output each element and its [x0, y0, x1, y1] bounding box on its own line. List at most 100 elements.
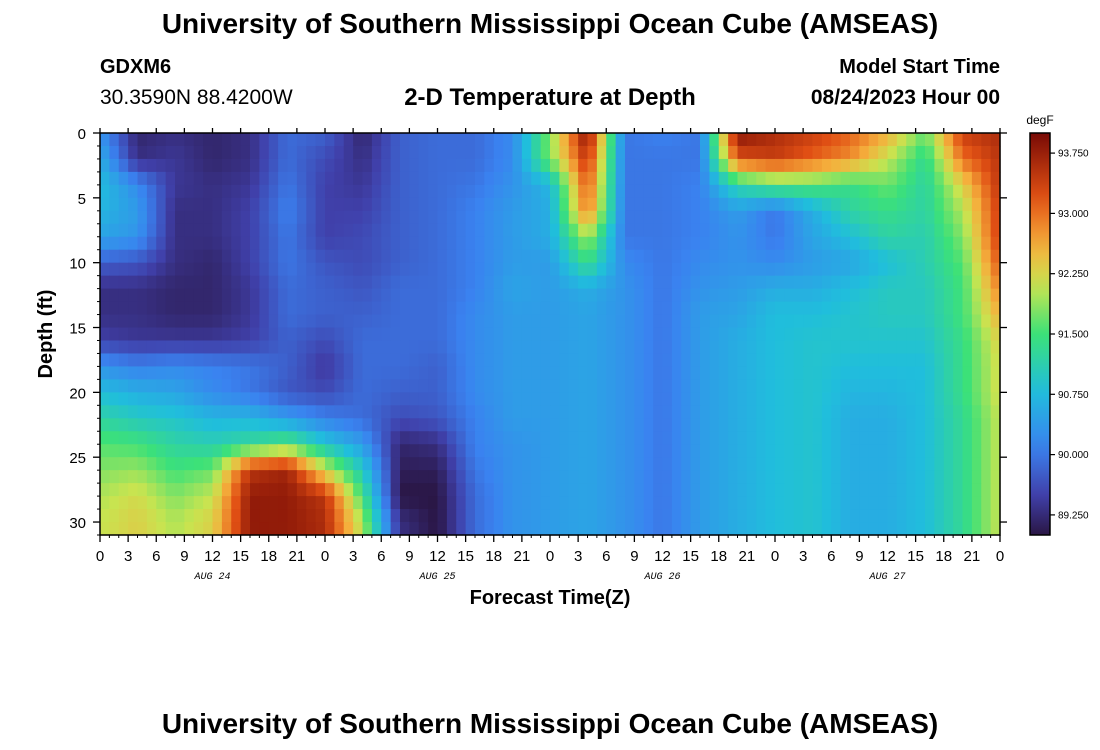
heatmap-cell	[878, 496, 889, 510]
x-tick-label: 9	[630, 548, 638, 565]
heatmap-cell	[625, 314, 635, 329]
heatmap-cell	[709, 392, 720, 406]
station-coordinates: 30.3590N 88.4200W	[100, 86, 293, 109]
heatmap-cell	[428, 392, 439, 406]
heatmap-cell	[437, 483, 448, 497]
heatmap-cell	[587, 301, 598, 316]
heatmap-cell	[878, 392, 889, 406]
heatmap-cell	[315, 405, 326, 419]
heatmap-cell	[484, 366, 495, 380]
heatmap-cell	[128, 223, 139, 238]
heatmap-cell	[700, 210, 710, 225]
heatmap-cell	[250, 236, 260, 251]
heatmap-cell	[906, 171, 917, 186]
heatmap-cell	[662, 301, 673, 316]
heatmap-cell	[775, 171, 785, 186]
heatmap-cell	[343, 301, 354, 316]
heatmap-cell	[859, 340, 870, 355]
chart-subtitle: 2-D Temperature at Depth	[404, 84, 696, 111]
heatmap-cell	[615, 431, 626, 445]
heatmap-cell	[325, 496, 335, 510]
heatmap-cell	[240, 158, 251, 173]
heatmap-cell	[428, 262, 439, 277]
heatmap-cell	[456, 340, 467, 355]
heatmap-cell	[221, 158, 232, 173]
heatmap-cell	[587, 431, 598, 445]
heatmap-cell	[803, 483, 814, 497]
heatmap-cell	[278, 483, 289, 497]
heatmap-cell	[793, 145, 804, 160]
heatmap-cell	[550, 262, 560, 277]
heatmap-cell	[906, 340, 917, 355]
heatmap-cell	[962, 431, 973, 445]
heatmap-cell	[737, 249, 748, 264]
heatmap-cell	[184, 470, 195, 484]
heatmap-cell	[859, 418, 870, 432]
heatmap-cell	[456, 483, 467, 497]
heatmap-cell	[625, 496, 635, 510]
heatmap-cell	[381, 340, 392, 355]
heatmap-cell	[878, 145, 889, 160]
heatmap-cell	[231, 236, 242, 251]
heatmap-cell	[756, 158, 767, 173]
heatmap-cell	[381, 262, 392, 277]
heatmap-cell	[456, 223, 467, 238]
heatmap-cell	[662, 431, 673, 445]
y-tick-label: 0	[78, 126, 86, 143]
heatmap-cell	[325, 509, 335, 523]
heatmap-cell	[934, 223, 945, 238]
heatmap-cell	[109, 366, 120, 380]
heatmap-cell	[962, 133, 973, 147]
heatmap-cell	[775, 288, 785, 303]
heatmap-cell	[728, 470, 739, 484]
heatmap-cell	[850, 301, 860, 316]
heatmap-cell	[278, 353, 289, 368]
heatmap-cell	[325, 457, 335, 471]
heatmap-cell	[531, 496, 542, 510]
heatmap-cell	[896, 171, 907, 186]
heatmap-cell	[559, 366, 570, 380]
heatmap-cell	[503, 327, 514, 342]
heatmap-cell	[981, 236, 992, 251]
heatmap-cell	[756, 496, 767, 510]
heatmap-cell	[981, 405, 992, 419]
heatmap-cell	[400, 327, 410, 342]
heatmap-cell	[765, 470, 776, 484]
heatmap-cell	[212, 133, 223, 147]
heatmap-cell	[859, 392, 870, 406]
heatmap-cell	[259, 301, 270, 316]
heatmap-cell	[643, 275, 654, 290]
heatmap-cell	[418, 379, 429, 393]
heatmap-cell	[512, 483, 523, 497]
heatmap-cell	[831, 262, 842, 277]
heatmap-cell	[662, 184, 673, 199]
heatmap-cell	[503, 184, 514, 199]
heatmap-cell	[250, 392, 260, 406]
heatmap-cell	[878, 444, 889, 458]
heatmap-cell	[184, 457, 195, 471]
heatmap-cell	[278, 405, 289, 419]
heatmap-cell	[259, 184, 270, 199]
heatmap-cell	[193, 353, 204, 368]
heatmap-cell	[456, 418, 467, 432]
heatmap-cell	[175, 470, 185, 484]
heatmap-cell	[615, 275, 626, 290]
heatmap-cell	[240, 470, 251, 484]
heatmap-cell	[615, 301, 626, 316]
heatmap-cell	[221, 418, 232, 432]
heatmap-cell	[596, 236, 607, 251]
heatmap-cell	[109, 392, 120, 406]
heatmap-cell	[943, 366, 954, 380]
heatmap-cell	[718, 418, 729, 432]
heatmap-cell	[334, 483, 345, 497]
heatmap-cell	[550, 171, 560, 186]
heatmap-cell	[484, 444, 495, 458]
heatmap-cell	[831, 184, 842, 199]
heatmap-cell	[821, 133, 832, 147]
heatmap-cell	[671, 366, 682, 380]
heatmap-cell	[362, 366, 373, 380]
heatmap-cell	[146, 133, 157, 147]
heatmap-cell	[353, 418, 364, 432]
heatmap-cell	[381, 509, 392, 523]
heatmap-cell	[971, 171, 982, 186]
